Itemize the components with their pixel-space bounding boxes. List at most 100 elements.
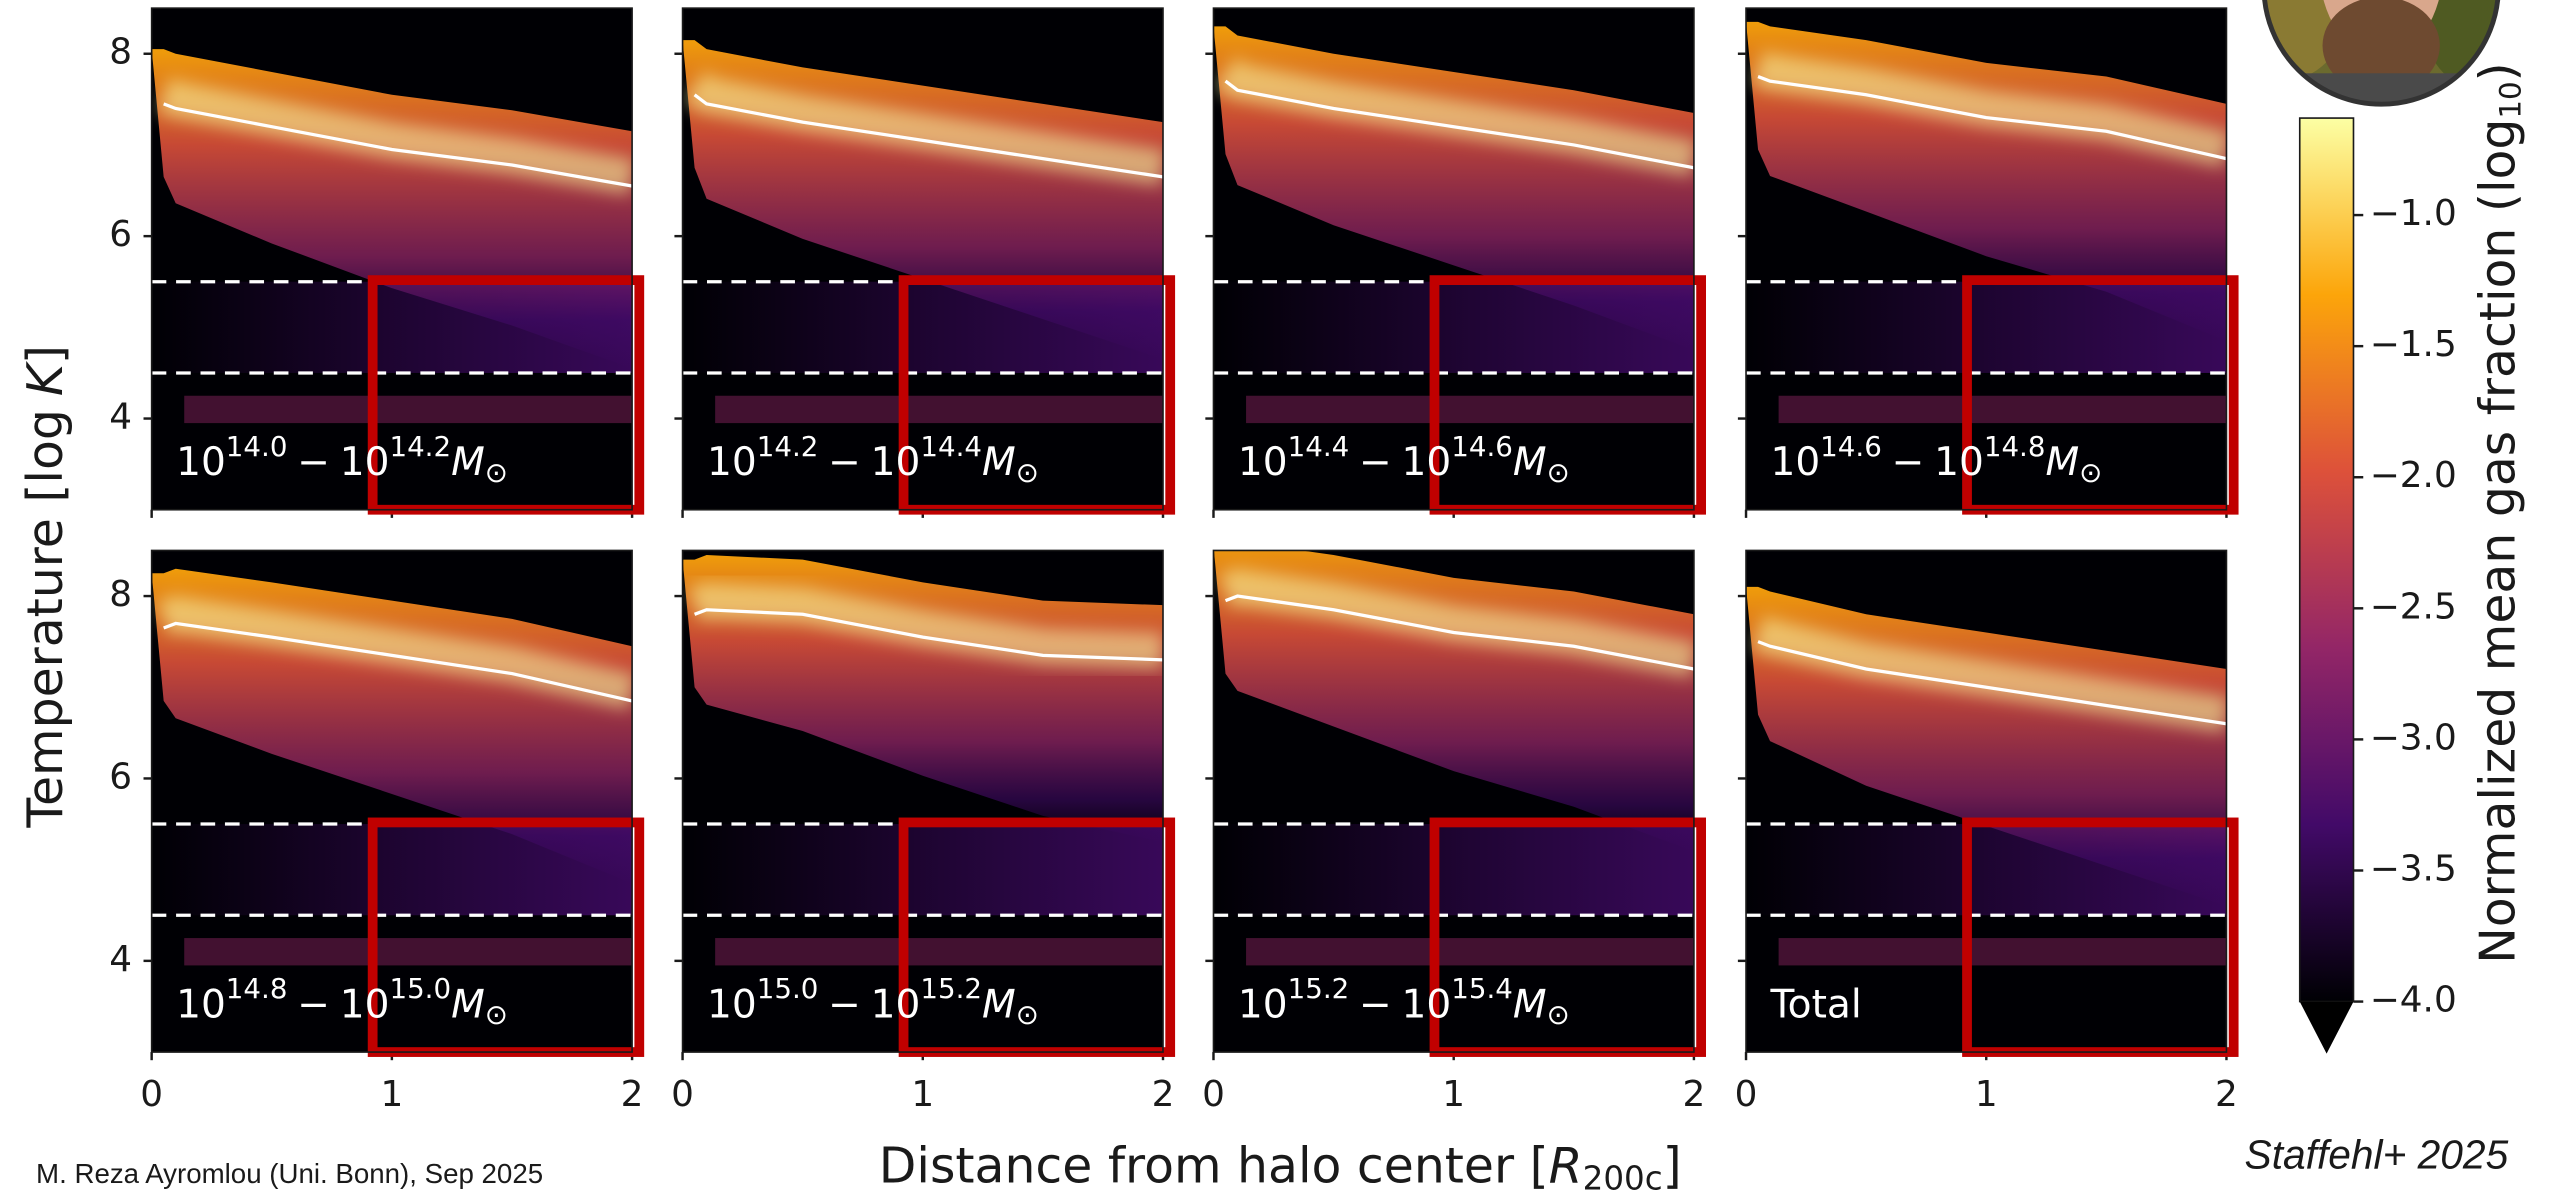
mass-exponent: 14.4 bbox=[1288, 430, 1350, 463]
panel-frame bbox=[1212, 549, 1695, 1053]
mass-exponent: 14.4 bbox=[920, 430, 982, 463]
panel-label: 1014.0−1014.2M⊙ bbox=[176, 430, 508, 489]
mass-unit: M bbox=[2045, 440, 2079, 485]
x-tick-label: 0 bbox=[1202, 1074, 1225, 1115]
cold-gas-stripe bbox=[715, 938, 1163, 966]
panel-label: 1015.2−1015.4M⊙ bbox=[1238, 972, 1570, 1031]
photo-shirt bbox=[2296, 73, 2466, 105]
panel-frame bbox=[681, 549, 1164, 1053]
hot-gas-core bbox=[1751, 50, 2227, 167]
panel-frame bbox=[150, 7, 633, 511]
panel: 1014.6−1014.8M⊙ bbox=[1737, 7, 2239, 518]
mass-unit-sub: ⊙ bbox=[1016, 456, 1039, 489]
cold-gas-stripe bbox=[184, 938, 633, 966]
cold-gas-stripe bbox=[715, 395, 1163, 424]
median-line bbox=[1757, 75, 2227, 161]
panel-frame bbox=[150, 549, 633, 1053]
colorbar-tick-label: −2.5 bbox=[2370, 586, 2457, 627]
mass-unit-sub: ⊙ bbox=[2079, 456, 2102, 489]
mass-unit: M bbox=[982, 982, 1016, 1027]
mass-separator: − bbox=[297, 440, 330, 485]
photo-beard bbox=[2322, 0, 2440, 95]
mass-unit: M bbox=[982, 440, 1016, 485]
panel: 0 1 2 1015.2−1015.4M⊙ bbox=[1202, 549, 1707, 1115]
y-tick-label: 6 bbox=[109, 756, 132, 797]
panel-label: 1014.4−1014.6M⊙ bbox=[1238, 430, 1570, 489]
heatmap bbox=[1213, 550, 1694, 1053]
hot-gas-core bbox=[1751, 615, 2227, 733]
x-tick-label: 0 bbox=[1735, 1074, 1758, 1115]
x-axis-label-var: R bbox=[1549, 1137, 1583, 1194]
mass-separator: − bbox=[828, 982, 861, 1027]
mass-base: 10 bbox=[871, 982, 921, 1027]
mass-exponent: 14.8 bbox=[1984, 430, 2046, 463]
colorbar-tick-label: −3.0 bbox=[2370, 717, 2457, 758]
mass-base: 10 bbox=[1402, 982, 1452, 1027]
mass-separator: − bbox=[1892, 440, 1925, 485]
mass-exponent: 14.8 bbox=[226, 972, 288, 1005]
hot-gas-core bbox=[157, 595, 633, 710]
photo-frame bbox=[2262, 0, 2501, 107]
mass-exponent: 14.2 bbox=[389, 430, 451, 463]
hot-gas-core bbox=[157, 78, 633, 195]
mass-exponent: 15.0 bbox=[757, 972, 819, 1005]
colorbar-label: Normalized mean gas fraction (log10) bbox=[2470, 62, 2527, 963]
colorbar-label-sub: 10 bbox=[2493, 81, 2527, 118]
colorbar-tick-label: −1.0 bbox=[2370, 193, 2457, 234]
panel: 1014.2−1014.4M⊙ bbox=[674, 7, 1176, 518]
mass-separator: − bbox=[1359, 440, 1392, 485]
cool-gas-haze bbox=[682, 824, 1163, 916]
hot-gas-core bbox=[683, 71, 1163, 186]
presenter-photo bbox=[2262, 0, 2501, 107]
mass-exponent: 15.2 bbox=[1288, 972, 1350, 1005]
x-axis-label-text: Distance from halo center [ bbox=[879, 1137, 1549, 1194]
mass-base: 10 bbox=[176, 440, 226, 485]
x-tick-label: 1 bbox=[1975, 1074, 1998, 1115]
median-line bbox=[1757, 640, 2227, 726]
panel: 1014.4−1014.6M⊙ bbox=[1205, 7, 1707, 518]
panel-label: 1014.8−1015.0M⊙ bbox=[176, 972, 508, 1031]
colorbar-scale bbox=[2298, 117, 2355, 1003]
heatmap bbox=[151, 8, 633, 510]
colorbar: −1.0 −1.5 −2.0 −2.5 −3.0 −3.5 −4.0 Normalized m… bbox=[2298, 62, 2527, 1054]
mass-base: 10 bbox=[1238, 982, 1288, 1027]
heatmap bbox=[1213, 8, 1694, 510]
cold-gas-stripe bbox=[1246, 938, 1694, 966]
y-axis-label-end: ] bbox=[17, 345, 74, 364]
hot-gas-core bbox=[1214, 57, 1694, 177]
mass-unit-sub: ⊙ bbox=[485, 998, 508, 1031]
mass-separator: − bbox=[828, 440, 861, 485]
x-axis-label: Distance from halo center [R200c] bbox=[879, 1137, 1682, 1197]
median-line bbox=[163, 621, 633, 703]
cold-gas-stripe bbox=[1246, 395, 1694, 424]
panel-label: Total bbox=[1769, 982, 1861, 1027]
median-line bbox=[1224, 594, 1694, 671]
photo-foliage bbox=[2426, 0, 2499, 90]
x-tick-label: 2 bbox=[1683, 1074, 1706, 1115]
photo-content bbox=[2263, 0, 2499, 105]
cold-gas-stripe bbox=[1778, 395, 2227, 424]
heatmap bbox=[151, 550, 633, 1053]
y-axis-label: Temperature [log K] bbox=[17, 345, 74, 829]
mass-unit-sub: ⊙ bbox=[1547, 456, 1570, 489]
x-tick-label: 1 bbox=[1442, 1074, 1465, 1115]
mass-base: 10 bbox=[871, 440, 921, 485]
mass-base: 10 bbox=[176, 982, 226, 1027]
mass-separator: − bbox=[297, 982, 330, 1027]
mass-exponent: 15.2 bbox=[920, 972, 982, 1005]
mass-base: 10 bbox=[1402, 440, 1452, 485]
x-axis-label-end: ] bbox=[1663, 1137, 1682, 1194]
mass-exponent: 14.2 bbox=[757, 430, 819, 463]
mass-unit: M bbox=[1513, 440, 1547, 485]
heatmap bbox=[682, 550, 1163, 1053]
y-tick-label: 4 bbox=[109, 939, 132, 980]
mass-unit-sub: ⊙ bbox=[1547, 998, 1570, 1031]
mass-base: 10 bbox=[1238, 440, 1288, 485]
mass-base: 10 bbox=[1934, 440, 1984, 485]
cold-gas-stripe bbox=[184, 395, 633, 424]
median-line bbox=[163, 102, 633, 188]
panel-label: 1014.2−1014.4M⊙ bbox=[707, 430, 1039, 489]
colorbar-tick-label: −1.5 bbox=[2370, 324, 2457, 365]
photo-foliage bbox=[2263, 0, 2346, 82]
